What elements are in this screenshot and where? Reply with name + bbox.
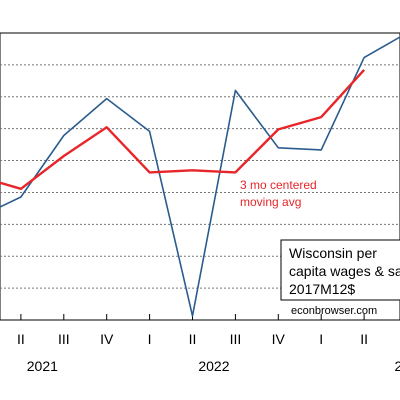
x-tick-label: II [17, 331, 25, 347]
annotation-line-2: moving avg [240, 195, 301, 209]
year-label: 2022 [198, 358, 229, 374]
legend-frame [280, 239, 400, 301]
x-tick-label: II [189, 331, 197, 347]
x-axis-ticks [20, 314, 365, 320]
source-label: econbrowser.com [291, 305, 377, 317]
series-line-moving-average [0, 69, 365, 191]
x-tick-label: I [148, 331, 152, 347]
year-label: 2021 [27, 358, 58, 374]
x-tick-label: III [230, 331, 242, 347]
x-tick-label: IV [272, 331, 286, 347]
year-label: 2 [395, 358, 400, 374]
x-tick-label: II [360, 331, 368, 347]
x-tick-label: III [58, 331, 70, 347]
legend-line-1: Wisconsin per [289, 245, 377, 261]
x-axis-labels: II III IV I II III IV I II [17, 331, 368, 347]
legend-line-3: 2017M12$ [289, 281, 355, 297]
series-line-wages [0, 36, 400, 317]
x-tick-label: IV [100, 331, 114, 347]
legend-box: Wisconsin per capita wages & sal 2017M12… [280, 239, 400, 301]
x-tick-label: I [319, 331, 323, 347]
legend-line-2: capita wages & sal [289, 263, 400, 279]
series-lines [0, 36, 400, 317]
annotation-line-1: 3 mo centered [240, 178, 317, 192]
year-labels: 2021 2022 2 [27, 358, 400, 374]
